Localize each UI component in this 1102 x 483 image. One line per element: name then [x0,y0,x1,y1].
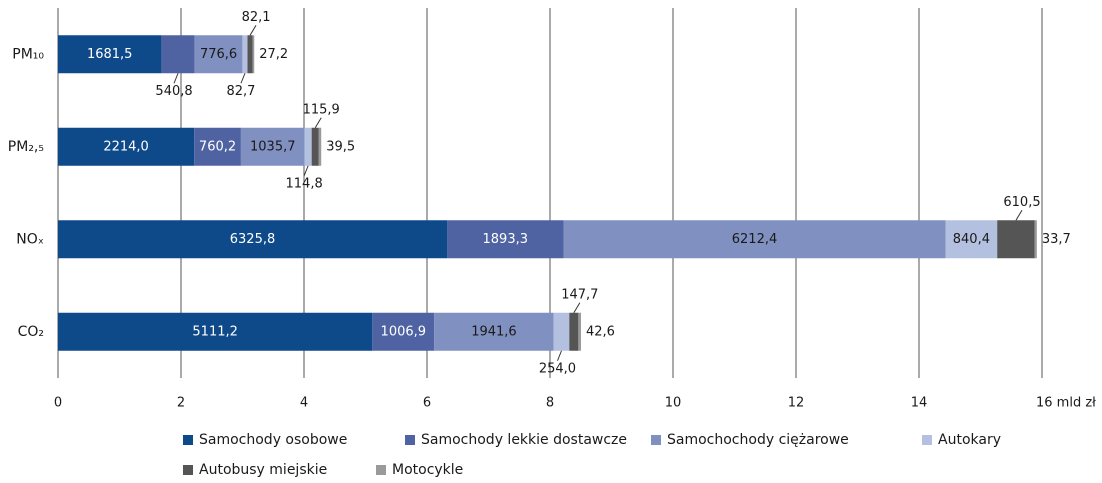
data-label: 115,9 [303,102,340,117]
data-label: 39,5 [326,139,355,154]
data-label: 6212,4 [732,232,778,247]
legend-label: Autobusy miejskie [199,462,327,478]
legend-swatch [651,435,661,445]
x-tick-label: 4 [300,396,308,411]
data-label: 1681,5 [87,47,133,62]
data-label: 147,7 [561,287,598,302]
data-label: 33,7 [1042,232,1071,247]
legend-label: Samochody lekkie dostawcze [421,432,627,448]
data-label: 610,5 [1003,195,1040,210]
x-tick-label: 12 [788,396,805,411]
data-label: 2214,0 [103,139,149,154]
data-label: 1893,3 [483,232,529,247]
leader-line [573,302,581,314]
bar-segment [318,127,322,166]
data-label: 254,0 [539,361,576,376]
data-label: 1035,7 [250,139,296,154]
y-tick-label: CO₂ [18,324,44,340]
legend-label: Motocykle [392,462,463,478]
legend-swatch [922,435,932,445]
leader-line [303,165,309,176]
x-tick-label: 6 [423,396,431,411]
bar-segment [578,312,581,351]
legend-swatch [183,435,193,445]
x-tick-label: 2 [177,396,185,411]
x-tick-label: 10 [665,396,682,411]
bar-segment [58,127,195,166]
bar-segment [569,312,579,351]
bar-segment [240,127,305,166]
bar-segment [242,35,248,74]
bar-segment [58,220,448,259]
data-label: 114,8 [286,176,323,191]
bar-segment [553,312,570,351]
bar-segment [1034,220,1037,259]
y-tick-label: PM₂,₅ [8,139,44,155]
bar-segment [434,312,554,351]
leader-line [249,24,257,36]
bar-segment [194,127,241,166]
bar-segment [252,35,255,74]
leader-line [314,117,322,129]
bar-segment [161,35,195,74]
data-label: 1941,6 [471,324,517,339]
bar-segment [563,220,946,259]
bar-segment [372,312,435,351]
x-tick-label: 14 [911,396,928,411]
data-label: 5111,2 [192,324,238,339]
x-tick-label: 0 [54,396,62,411]
legend-swatch [183,465,193,475]
leader-line [173,73,179,84]
bar-segment [194,35,243,74]
data-label: 776,6 [200,47,237,62]
legend-label: Samochochody ciężarowe [667,432,849,448]
data-label: 82,7 [226,84,255,99]
leader-line [1015,209,1023,221]
data-label: 760,2 [199,139,236,154]
leader-line [557,350,562,361]
bar-segment [58,35,162,74]
bar-segment [997,220,1035,259]
legend-label: Samochody osobowe [199,432,347,448]
data-label: 1006,9 [381,324,427,339]
legend-swatch [405,435,415,445]
legend-label: Autokary [938,432,1001,448]
data-label: 27,2 [259,47,288,62]
bar-segment [247,35,253,74]
bar-segment [945,220,998,259]
data-label: 6325,8 [230,232,276,247]
y-tick-label: PM₁₀ [12,46,44,62]
data-label: 540,8 [155,84,192,99]
x-tick-label: 16 mld zł [1036,396,1096,411]
x-tick-label: 8 [546,396,554,411]
leader-line [240,73,246,84]
bar-segment [447,220,564,259]
bar-segment [304,127,312,166]
bar-segment [58,312,373,351]
data-label: 42,6 [586,324,615,339]
legend-swatch [376,465,386,475]
data-label: 82,1 [242,10,271,25]
bar-segment [311,127,319,166]
data-label: 840,4 [953,232,990,247]
y-tick-label: NOₓ [16,231,44,247]
